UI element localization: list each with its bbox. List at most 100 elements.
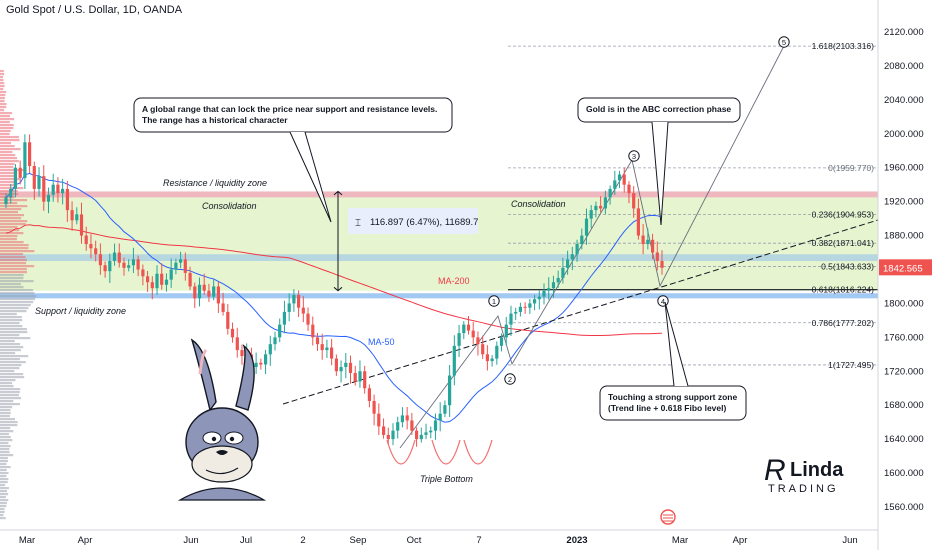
- volume-bar: [0, 85, 5, 88]
- candle-body: [547, 288, 551, 291]
- candle-body: [65, 188, 69, 211]
- candle-body: [594, 205, 598, 211]
- candle-body: [367, 388, 371, 401]
- candle-body: [216, 286, 220, 304]
- candle-body: [46, 194, 51, 202]
- candle-body: [471, 330, 475, 338]
- volume-bar: [0, 352, 16, 355]
- candle-body: [330, 347, 334, 359]
- volume-bar: [0, 442, 9, 445]
- volume-bar: [0, 481, 8, 484]
- candle-body: [98, 254, 102, 266]
- volume-bar: [0, 472, 9, 475]
- volume-bar: [0, 283, 21, 286]
- volume-bar: [0, 181, 17, 184]
- candle-body: [315, 337, 320, 345]
- bunny-shoulders: [177, 487, 267, 501]
- candle-body: [575, 244, 579, 255]
- volume-bar: [0, 496, 6, 499]
- volume-bar: [0, 457, 8, 460]
- volume-bar: [0, 343, 21, 346]
- volume-bar: [0, 460, 8, 463]
- volume-bar: [0, 331, 28, 334]
- volume-bar: [0, 358, 21, 361]
- volume-bar: [0, 409, 11, 412]
- volume-bar: [0, 211, 18, 214]
- volume-bar: [0, 277, 24, 280]
- logo-line1: Linda: [790, 459, 844, 481]
- consolidation-label-left: Consolidation: [202, 201, 257, 211]
- x-tick-label: Jun: [842, 535, 857, 546]
- candle-body: [348, 362, 353, 373]
- candle-body: [292, 294, 296, 304]
- candle-body: [339, 367, 343, 372]
- volume-bar: [0, 388, 21, 391]
- x-tick-label: 2023: [566, 535, 587, 546]
- volume-bar: [0, 370, 15, 373]
- volume-bar: [0, 355, 29, 358]
- volume-bar: [0, 223, 26, 226]
- candle-body: [18, 167, 22, 178]
- volume-bar: [0, 433, 9, 436]
- candle-body: [103, 265, 107, 272]
- wave-label: 2: [508, 375, 512, 384]
- volume-bar: [0, 403, 20, 406]
- volume-bar: [0, 124, 14, 127]
- bunny-muzzle: [191, 445, 253, 483]
- callout-left-pointer: [289, 131, 332, 223]
- volume-bar: [0, 70, 4, 73]
- volume-bar: [0, 241, 24, 244]
- candle-body: [528, 303, 532, 308]
- bunny-ear-left: [190, 338, 217, 412]
- candle-body: [363, 371, 367, 389]
- mid-zone: [0, 254, 878, 262]
- volume-bar: [0, 415, 10, 418]
- callout-support-box: [599, 385, 747, 421]
- y-tick-label: 1560.000: [884, 502, 924, 513]
- y-tick-label: 2120.000: [884, 27, 924, 38]
- candle-body: [490, 358, 494, 362]
- candle-body: [561, 267, 565, 278]
- bunny-eye-left: [202, 431, 222, 445]
- volume-bar: [0, 118, 15, 121]
- candle-body: [382, 426, 386, 435]
- bunny-ear-right: [235, 344, 255, 411]
- volume-bar: [0, 334, 20, 337]
- volume-bar: [0, 76, 3, 79]
- candle-body: [179, 259, 183, 263]
- candle-body: [56, 184, 60, 194]
- volume-bar: [0, 514, 4, 517]
- candle-body: [462, 324, 466, 334]
- volume-bar: [0, 493, 9, 496]
- candle-body: [4, 197, 8, 205]
- volume-bar: [0, 133, 10, 136]
- candle-body: [396, 422, 400, 431]
- candle-body: [481, 344, 485, 355]
- volume-bar: [0, 427, 11, 430]
- x-tick-label: Sep: [350, 535, 367, 546]
- x-tick-label: Mar: [672, 535, 688, 546]
- wave-marker: [778, 36, 790, 48]
- candle-body: [377, 413, 381, 427]
- callout-left-text: The range has a historical character: [142, 115, 288, 125]
- range-label-box: [348, 208, 478, 234]
- triple-bottom-arc: [463, 439, 493, 465]
- range-icon: ⌶: [355, 218, 361, 229]
- candle-body: [499, 337, 504, 346]
- candle-body: [13, 167, 17, 189]
- y-tick-label: 2040.000: [884, 95, 924, 106]
- candle-body: [42, 176, 46, 202]
- volume-bar: [0, 487, 9, 490]
- volume-bar: [0, 340, 15, 343]
- callout-support-text: (Trend line + 0.618 Fibo level): [608, 403, 727, 413]
- candle-body: [641, 235, 645, 245]
- candle-body: [117, 252, 121, 263]
- fib-label-0: 0(1959.770): [828, 163, 874, 173]
- volume-bar: [0, 490, 7, 493]
- volume-bar: [0, 172, 18, 175]
- volume-bar: [0, 304, 31, 307]
- candle-body: [193, 286, 197, 299]
- volume-bar: [0, 454, 14, 457]
- candle-body: [311, 324, 315, 338]
